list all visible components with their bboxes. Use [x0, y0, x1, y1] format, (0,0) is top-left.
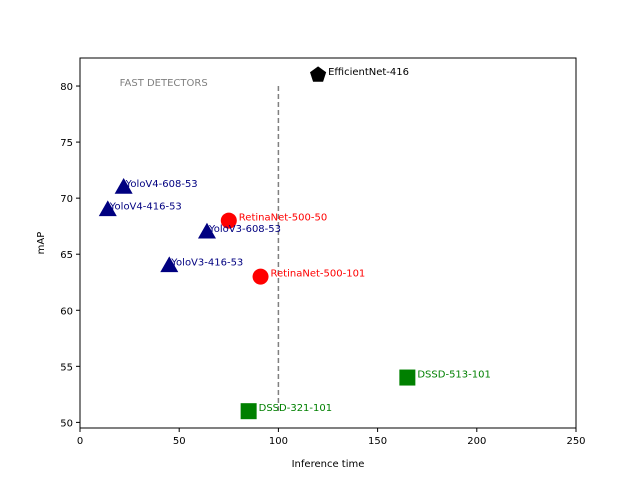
point-label-yolov4-608-53: YoloV4-608-53 — [125, 179, 198, 190]
x-tick-label: 200 — [467, 436, 486, 447]
fast-detectors-annotation: FAST DETECTORS — [120, 78, 208, 89]
x-tick-label: 150 — [368, 436, 387, 447]
x-tick-label: 0 — [77, 436, 83, 447]
point-label-yolov3-608-53: YoloV3-608-53 — [208, 224, 281, 235]
y-tick-label: 50 — [60, 418, 73, 429]
y-tick-label: 60 — [60, 306, 73, 317]
point-efficientnet-416 — [309, 66, 327, 82]
point-yolov3-416-53 — [160, 256, 179, 273]
x-tick-label: 100 — [269, 436, 288, 447]
point-yolov4-416-53 — [98, 200, 117, 217]
point-label-retinanet-500-50: RetinaNet-500-50 — [239, 213, 327, 224]
point-dssd-513-101 — [399, 369, 416, 386]
data-points — [98, 66, 416, 420]
point-retinanet-500-101 — [252, 268, 269, 285]
point-label-yolov4-416-53: YoloV4-416-53 — [109, 201, 182, 212]
point-label-yolov3-416-53: YoloV3-416-53 — [170, 257, 243, 268]
point-label-dssd-513-101: DSSD-513-101 — [417, 370, 491, 381]
point-retinanet-500-50 — [220, 212, 237, 229]
point-label-dssd-321-101: DSSD-321-101 — [259, 403, 333, 414]
point-labels: YoloV4-608-53 YoloV4-416-53 YoloV3-608-53 Y… — [109, 67, 491, 414]
plot-frame — [79, 57, 577, 429]
point-yolov4-608-53 — [114, 177, 133, 194]
y-tick-label: 75 — [60, 138, 73, 149]
y-tick-label: 70 — [60, 194, 73, 205]
y-axis-label: mAP — [36, 232, 47, 255]
x-tick-label: 50 — [173, 436, 186, 447]
x-tick-label: 250 — [566, 436, 585, 447]
point-label-retinanet-500-101: RetinaNet-500-101 — [271, 269, 366, 280]
point-yolov3-608-53 — [197, 222, 216, 239]
axes: 0 50 100 150 200 250 50 55 60 65 70 75 80 — [60, 57, 586, 447]
y-tick-label: 55 — [60, 362, 73, 373]
x-axis-label: Inference time — [292, 459, 365, 470]
y-tick-label: 80 — [60, 82, 73, 93]
point-label-efficientnet-416: EfficientNet-416 — [328, 67, 409, 78]
y-tick-label: 65 — [60, 250, 73, 261]
point-dssd-321-101 — [240, 403, 257, 420]
